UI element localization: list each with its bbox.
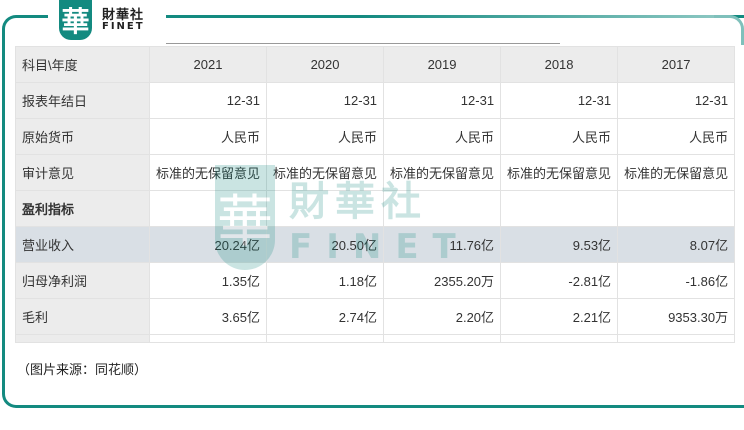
column-header: 2020 <box>266 46 385 83</box>
column-header: 2017 <box>617 46 736 83</box>
frame-corner <box>714 15 744 45</box>
frame-accent <box>360 15 720 18</box>
table-cell: 12-31 <box>148 82 268 119</box>
finet-logo: 華 財華社 FINET <box>59 0 145 40</box>
table-cell: -1.86亿 <box>617 262 736 299</box>
row-label: 报表年结日 <box>15 82 150 119</box>
table-cell: 人民币 <box>148 118 268 155</box>
column-header: 2018 <box>500 46 619 83</box>
table-cell: 12-31 <box>500 82 619 119</box>
table-row-partial <box>15 334 736 343</box>
row-label: 营业收入 <box>15 226 150 263</box>
table-cell: 2.74亿 <box>266 298 385 335</box>
table-cell: 标准的无保留意见 <box>617 154 736 191</box>
image-source-caption: （图片来源：同花顺） <box>17 363 148 378</box>
row-label: 审计意见 <box>15 154 150 191</box>
table-cell: 9353.30万 <box>617 298 736 335</box>
table-row: 审计意见 标准的无保留意见 标准的无保留意见 标准的无保留意见 标准的无保留意见 标准的无… <box>15 154 736 191</box>
row-label: 毛利 <box>15 298 150 335</box>
row-label: 盈利指标 <box>15 190 150 227</box>
scrollbar-track <box>166 43 560 44</box>
table-cell <box>383 190 502 227</box>
table-cell: 人民币 <box>617 118 736 155</box>
table-cell: 标准的无保留意见 <box>500 154 619 191</box>
table-cell <box>148 190 268 227</box>
table-cell: 2.20亿 <box>383 298 502 335</box>
column-header: 2019 <box>383 46 502 83</box>
table-row: 营业收入 20.24亿 20.50亿 11.76亿 9.53亿 8.07亿 <box>15 226 736 263</box>
table-cell: 1.18亿 <box>266 262 385 299</box>
column-header: 科目\年度 <box>15 46 150 83</box>
table-cell: 20.24亿 <box>148 226 268 263</box>
logo-cn: 財華社 <box>102 7 145 23</box>
table-cell: 20.50亿 <box>266 226 385 263</box>
table-cell: 2355.20万 <box>383 262 502 299</box>
table-cell: 人民币 <box>266 118 385 155</box>
logo-mark: 華 <box>59 0 92 40</box>
table-cell: 12-31 <box>383 82 502 119</box>
table-cell: 人民币 <box>383 118 502 155</box>
logo-en: FINET <box>102 20 145 32</box>
column-header: 2021 <box>148 46 268 83</box>
row-label: 归母净利润 <box>15 262 150 299</box>
table-row: 归母净利润 1.35亿 1.18亿 2355.20万 -2.81亿 -1.86亿 <box>15 262 736 299</box>
table-cell: 11.76亿 <box>383 226 502 263</box>
table-cell <box>617 190 736 227</box>
table-cell: 2.21亿 <box>500 298 619 335</box>
row-label: 原始货币 <box>15 118 150 155</box>
table-cell <box>500 190 619 227</box>
table-cell: 3.65亿 <box>148 298 268 335</box>
table-cell: 1.35亿 <box>148 262 268 299</box>
table-row: 盈利指标 <box>15 190 736 227</box>
table-cell: 9.53亿 <box>500 226 619 263</box>
table-cell: 标准的无保留意见 <box>383 154 502 191</box>
table-row: 毛利 3.65亿 2.74亿 2.20亿 2.21亿 9353.30万 <box>15 298 736 335</box>
table-row: 报表年结日 12-31 12-31 12-31 12-31 12-31 <box>15 82 736 119</box>
table-cell: 8.07亿 <box>617 226 736 263</box>
table-row: 原始货币 人民币 人民币 人民币 人民币 人民币 <box>15 118 736 155</box>
table-cell: 人民币 <box>500 118 619 155</box>
financial-table: 科目\年度 2021 2020 2019 2018 2017 报表年结日 12-31 12-31… <box>15 46 736 343</box>
table-cell: -2.81亿 <box>500 262 619 299</box>
table-cell: 12-31 <box>266 82 385 119</box>
table-cell: 12-31 <box>617 82 736 119</box>
table-cell: 标准的无保留意见 <box>148 154 268 191</box>
table-cell: 标准的无保留意见 <box>266 154 385 191</box>
table-cell <box>266 190 385 227</box>
table-header-row: 科目\年度 2021 2020 2019 2018 2017 <box>15 46 736 83</box>
